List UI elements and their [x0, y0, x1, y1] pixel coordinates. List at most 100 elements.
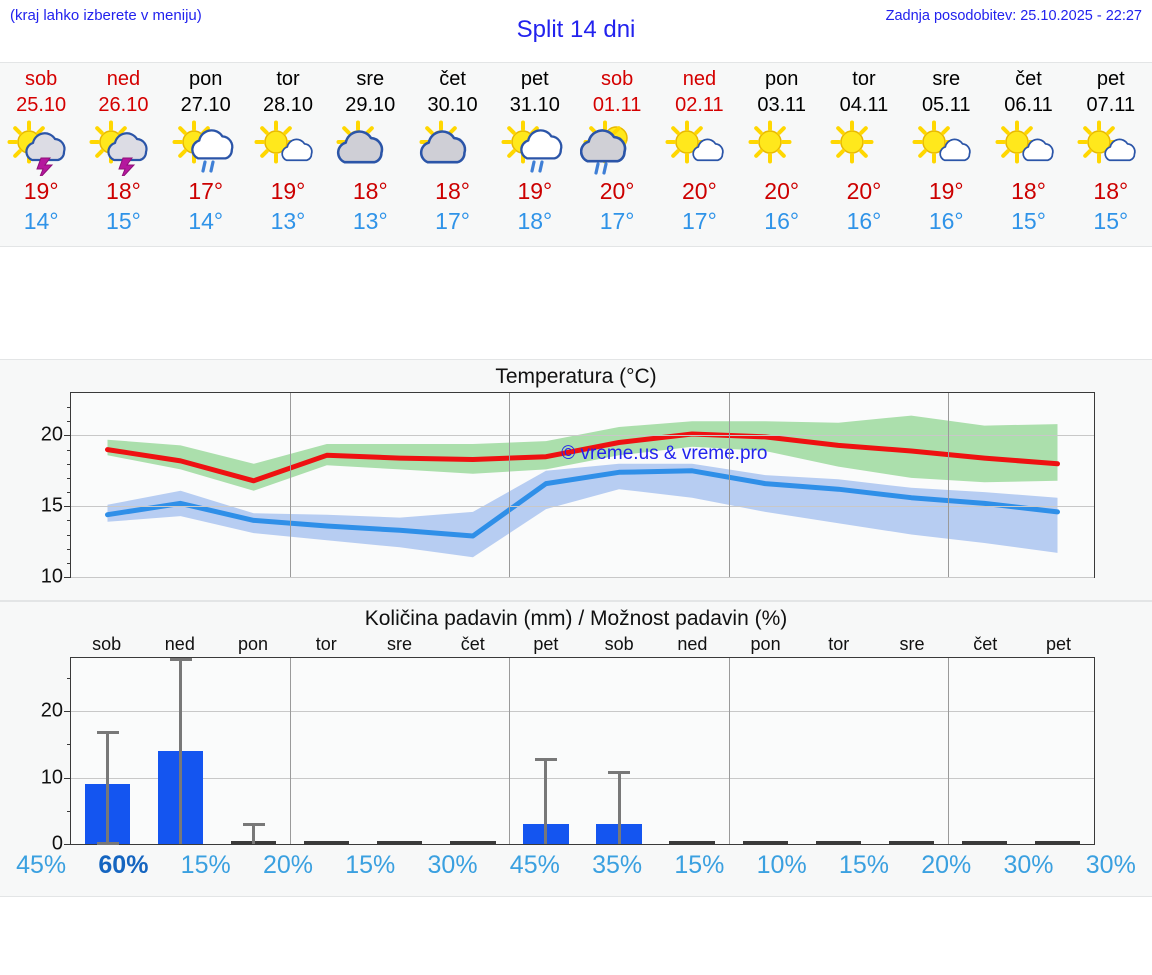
precipitation-bar: [450, 841, 496, 844]
temp-max: 20°: [599, 178, 635, 204]
day-column[interactable]: pon 03.11 20° 16°: [741, 67, 823, 246]
precipitation-error-cap: [96, 731, 119, 735]
day-of-week: sre: [356, 68, 385, 90]
day-date: 27.10: [180, 94, 231, 116]
gridline-vertical: [509, 393, 511, 577]
day-column[interactable]: čet 06.11 18° 15°: [987, 67, 1069, 246]
y-axis-tick-mark: [64, 844, 71, 845]
gridline-vertical: [290, 658, 292, 844]
day-column[interactable]: pon 27.10 17° 14°: [165, 67, 247, 246]
day-column[interactable]: pet 07.11 18° 15°: [1070, 67, 1152, 246]
precipitation-error-cap: [169, 658, 192, 661]
day-of-week: ned: [682, 68, 717, 90]
temp-max: 20°: [846, 178, 882, 204]
y-axis-minor-tick: [67, 407, 71, 409]
day-date: 07.11: [1086, 94, 1136, 116]
precipitation-probability: 60%: [98, 851, 149, 879]
y-axis-minor-tick: [67, 562, 71, 564]
precip-day-label: pet: [533, 634, 559, 654]
temp-max: 18°: [1011, 178, 1046, 204]
y-axis-minor-tick: [67, 744, 71, 746]
temperature-chart-panel: Temperatura (°C) © vreme.us & vreme.pro …: [0, 359, 1152, 601]
precipitation-bar: [304, 841, 350, 844]
day-column[interactable]: pet 31.10 19° 18°: [494, 67, 576, 246]
temperature-series-svg: [105, 415, 1060, 558]
temperature-range-band: [107, 415, 1058, 491]
day-date: 25.10: [16, 94, 67, 116]
temp-min: 17°: [682, 208, 717, 234]
day-date: 02.11: [675, 94, 724, 116]
precip-day-label: sob: [92, 634, 122, 654]
day-column[interactable]: tor 04.11 20° 16°: [823, 67, 905, 246]
y-axis-tick-mark: [64, 506, 71, 508]
y-axis-minor-tick: [67, 520, 71, 522]
y-axis-tick-mark: [64, 777, 71, 779]
day-column[interactable]: sre 29.10 18° 13°: [329, 67, 411, 246]
precipitation-bar: [377, 841, 423, 844]
day-date: 04.11: [839, 94, 889, 116]
gridline-vertical: [728, 658, 730, 844]
temp-min: 13°: [352, 208, 388, 234]
sun-thunderstorm-icon: [86, 120, 160, 176]
temp-max: 19°: [517, 178, 553, 204]
temp-max: 19°: [23, 178, 59, 204]
temp-min: 17°: [599, 208, 635, 234]
sun-small-cloud-icon: [251, 120, 325, 176]
precip-day-label: sre: [899, 634, 925, 654]
day-of-week: čet: [1015, 68, 1042, 90]
precipitation-plot-area: 0 10 20: [41, 657, 1095, 855]
precipitation-probability: 20%: [262, 851, 313, 879]
day-column[interactable]: sob 25.10 19° 14°: [0, 67, 82, 246]
precipitation-probability: 20%: [921, 851, 972, 879]
temp-max: 19°: [270, 178, 306, 204]
sun-thunderstorm-icon: [4, 120, 78, 176]
day-column[interactable]: ned 02.11 20° 17°: [658, 67, 740, 246]
gridline-vertical: [947, 658, 949, 844]
day-date: 26.10: [98, 94, 149, 116]
precipitation-probability: 30%: [427, 851, 478, 879]
temperature-plot-area: © vreme.us & vreme.pro 10 15 20: [41, 392, 1095, 588]
day-date: 05.11: [921, 94, 971, 116]
temp-max: 19°: [928, 178, 964, 204]
day-of-week: sob: [600, 68, 634, 90]
day-date: 28.10: [262, 94, 314, 116]
y-axis-tick-mark: [64, 577, 71, 578]
precipitation-probability: 15%: [838, 851, 889, 879]
precipitation-bar: [669, 841, 715, 844]
y-axis-minor-tick: [67, 534, 71, 536]
precipitation-chart-panel: Količina padavin (mm) / Možnost padavin …: [0, 601, 1152, 897]
day-of-week: pon: [189, 68, 223, 90]
temp-min: 16°: [846, 208, 882, 234]
precip-day-label: čet: [460, 634, 485, 654]
precipitation-probability: 15%: [674, 851, 725, 879]
temperature-line: [105, 468, 1060, 539]
gridline: [71, 711, 1094, 713]
precipitation-probability: 15%: [345, 851, 396, 879]
day-column[interactable]: ned 26.10 18° 15°: [82, 67, 164, 246]
temp-max: 18°: [106, 178, 141, 204]
day-of-week: tor: [276, 68, 300, 90]
temp-min: 18°: [517, 208, 553, 234]
day-column[interactable]: sre 05.11 19° 16°: [905, 67, 987, 246]
precipitation-day-labels: sob ned pon tor sre čet pet sob ned pon tor sre čet p…: [70, 634, 1095, 655]
gridline-vertical: [290, 393, 292, 577]
sun-small-cloud-icon: [992, 120, 1066, 176]
day-date: 03.11: [757, 94, 806, 116]
day-column[interactable]: čet 30.10 18° 17°: [411, 67, 493, 246]
y-axis-tick-label: 10: [40, 766, 63, 789]
day-of-week: čet: [439, 68, 466, 90]
temp-max: 20°: [764, 178, 800, 204]
day-of-week: pon: [764, 68, 799, 90]
day-column[interactable]: sob 01.11 20° 17°: [576, 67, 658, 246]
day-date: 31.10: [509, 94, 560, 116]
temperature-chart-title: Temperatura (°C): [495, 365, 657, 388]
temp-max: 18°: [352, 178, 388, 204]
y-axis-tick-label: 20: [40, 699, 63, 722]
precipitation-probability-row: 45% 60% 15% 20% 15% 30% 45% 35% 15% 10% 15% 20% 30% 3…: [0, 851, 1152, 880]
sun-grey-rain-icon: [580, 120, 654, 176]
precipitation-probability: 45%: [509, 851, 560, 879]
precipitation-error-cap: [608, 770, 631, 774]
day-column[interactable]: tor 28.10 19° 13°: [247, 67, 329, 246]
precipitation-error-bar: [617, 770, 621, 844]
